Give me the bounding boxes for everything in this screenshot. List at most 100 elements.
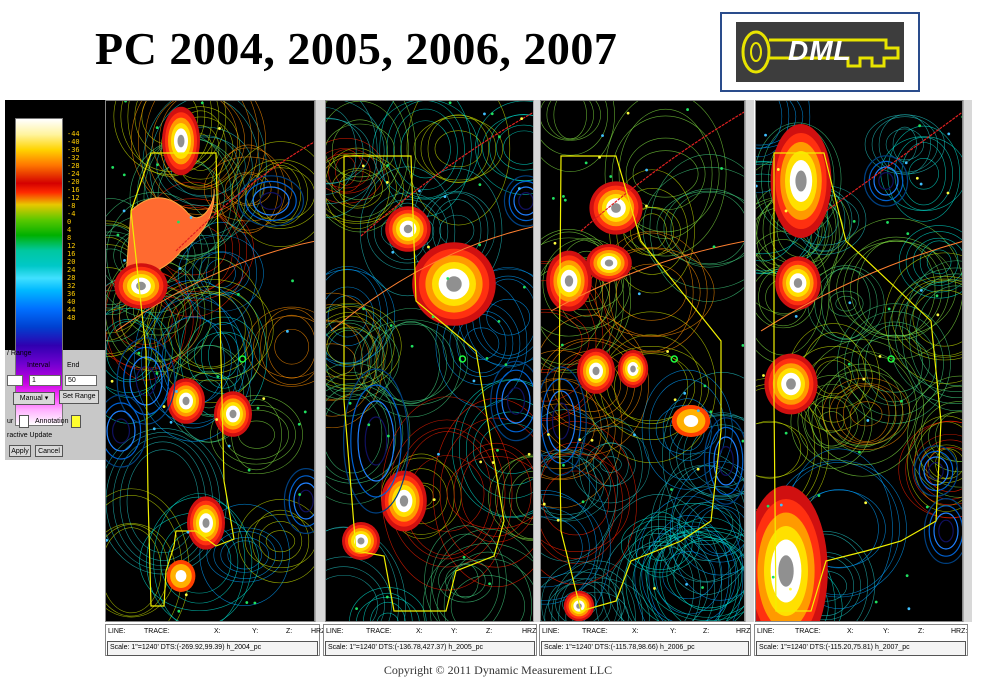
scale-readout: Scale: 1"=1240' DTS:(-269.92,99.39) h_20… [107,641,318,656]
color-scale-ticks: -44 -40 -36 -32 -28 -24 -20 -16 -12 -8 -4 0 4 8 12 16 20… [67,130,101,322]
map-2004-scrollbar[interactable] [315,100,326,622]
well-marker [238,355,247,363]
positive-anomaly [546,250,592,312]
mode-select[interactable]: Manual ▾ [13,392,55,405]
lease-boundary [130,152,235,607]
contour-map-2007[interactable] [755,100,963,622]
positive-anomaly [166,560,196,592]
status-field-label: HRZ: [951,628,968,635]
page-title: PC 2004, 2005, 2006, 2007 [95,23,618,74]
set-range-button[interactable]: Set Range [59,390,99,404]
annotation-label: Annotation [35,418,69,425]
color-scale-tick: 16 [67,250,76,258]
contour-map-2004[interactable] [105,100,315,622]
positive-anomaly [214,391,252,437]
contour-control-panel: -44 -40 -36 -32 -28 -24 -20 -16 -12 -8 -4 0 4 8 12 16 20… [5,100,106,460]
status-field-label: Y: [670,628,677,635]
well-marker [670,355,678,363]
color-scale-tick: 12 [67,242,76,250]
map-2006-scrollbar[interactable] [745,100,754,622]
scale-readout: Scale: 1"=1240' DTS:(-115.20,75.81) h_20… [756,641,966,656]
negative-anomaly [923,498,962,564]
map-2005-scrollbar[interactable] [533,100,540,622]
map-2007-scrollbar[interactable] [963,100,972,622]
status-field-label: Z: [486,628,493,635]
scale-readout: Scale: 1"=1240' DTS:(-136.78,427.37) h_2… [325,641,535,656]
pipeline-line [550,240,744,312]
negative-anomaly [703,417,744,505]
status-field-label: Y: [883,628,890,635]
interval-label: Interval [27,362,50,369]
color-scale-tick: -20 [67,178,80,186]
status-field-label: LINE: [542,628,560,635]
color-scale-tick: 28 [67,274,76,282]
annotation-color-swatch[interactable] [71,415,81,428]
positive-anomaly [770,124,832,238]
well-markers [756,115,962,611]
positive-anomaly [167,378,205,424]
status-field-label: Y: [451,628,458,635]
color-scale-tick: -24 [67,170,80,178]
status-field-label: TRACE: [795,628,821,635]
start-field[interactable] [7,375,23,386]
pipeline-line [330,225,534,332]
status-field-label: LINE: [326,628,344,635]
color-scale-tick: -8 [67,202,76,210]
well-markers [106,101,307,613]
status-field-label: HRZ [311,628,326,635]
contour-color-swatch[interactable] [19,415,29,428]
well-markers [542,108,744,590]
color-scale-tick: 44 [67,306,76,314]
cancel-button[interactable]: Cancel [35,445,63,457]
negative-anomaly [863,155,909,207]
logo-text: DML [788,35,852,66]
status-field-label: Z: [286,628,293,635]
pipeline-line [360,111,534,237]
positive-anomaly [671,405,711,437]
status-bar-2006: LINE: TRACE: X: Y: Z: HRZ Scale: 1"=1240' DTS:… [539,624,751,656]
positive-anomaly [563,590,595,621]
color-scale-bar [15,118,63,426]
status-field-label: LINE: [108,628,126,635]
color-scale-tick: -16 [67,186,80,194]
color-scale-tick: 48 [67,314,76,322]
well-marker [458,355,467,363]
status-bar-2007: LINE: TRACE: X: Y: Z: HRZ: Scale: 1"=1240' DTS… [754,624,968,656]
status-field-label: HRZ [736,628,751,635]
end-field[interactable]: 50 [65,375,97,386]
status-field-label: X: [416,628,423,635]
positive-anomaly [114,263,168,309]
range-label: / Range [7,350,32,357]
positive-anomaly [586,244,632,282]
pipeline-line [580,111,744,232]
status-field-label: TRACE: [582,628,608,635]
positive-anomaly [385,206,431,252]
copyright-notice: Copyright © 2011 Dynamic Measurement LLC [383,663,613,677]
status-bar-2004: LINE: TRACE: X: Y: Z: HRZ Scale: 1"=1240' DTS:… [105,624,325,656]
color-scale-tick: 4 [67,226,72,234]
contour-map-2005[interactable] [325,100,535,622]
end-label: End [67,362,80,369]
interval-field[interactable]: 1 [29,375,61,386]
contour-label: ur [7,418,14,425]
negative-anomaly [238,175,305,227]
pipeline-line [175,141,314,252]
color-scale-tick: 20 [67,258,76,266]
color-scale-tick: 8 [67,234,72,242]
apply-button[interactable]: Apply [9,445,31,457]
lease-boundary [773,152,942,612]
pipeline-line [760,241,962,332]
status-field-label: HRZ [522,628,537,635]
color-scale-tick: -36 [67,146,80,154]
positive-anomaly [589,181,643,235]
scale-readout: Scale: 1"=1240' DTS:(-115.78,98.66) h_20… [541,641,749,656]
status-bar-2005: LINE: TRACE: X: Y: Z: HRZ Scale: 1"=1240' DTS:… [323,624,537,656]
pipeline-line [825,111,962,212]
contour-map-2006[interactable] [540,100,745,622]
positive-anomaly [617,350,649,388]
interactive-update-label: ractive Update [7,432,53,439]
color-scale-tick: -40 [67,138,80,146]
negative-anomaly [106,394,147,468]
negative-anomaly [913,445,959,497]
color-scale-tick: 36 [67,290,76,298]
